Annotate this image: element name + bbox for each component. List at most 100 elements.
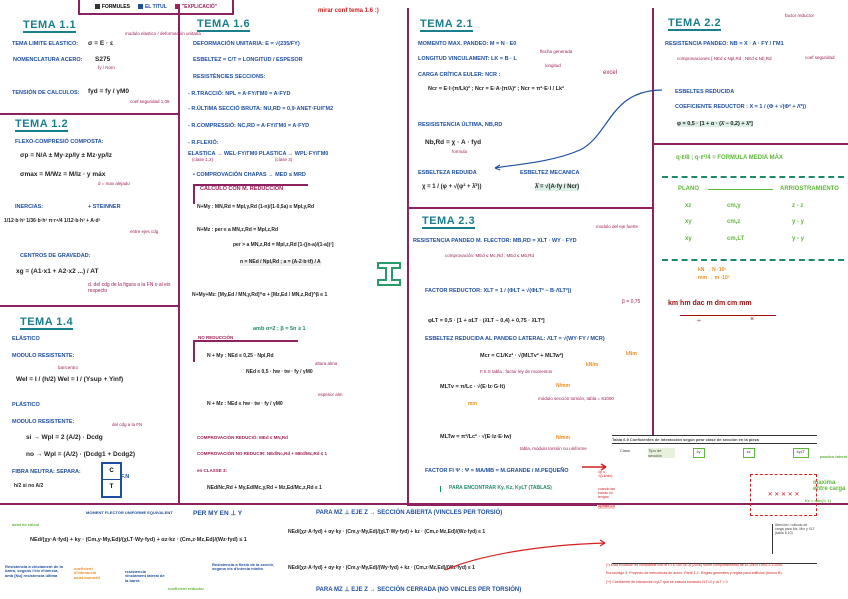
t12-label: CENTROS DE GRAVEDAD:: [20, 253, 91, 259]
t16-formula: per > a MN,z,Rd = Mpl,z,Rd [1-((n-a)/(1-…: [233, 242, 334, 248]
t12-formula: σmax = M/Wz = M/Iz · y máx: [20, 171, 106, 178]
t16-line: - R.ÚLTIMA SECCIÓ BRUTA: Nu,Rd = 0,9·Ane…: [188, 106, 334, 112]
t14-formula: h/2 si no A/2: [14, 483, 44, 489]
legend-label: "EXPLICACIÓ": [181, 3, 218, 10]
swatch-icon: [94, 3, 100, 9]
metric-scale: km hm dac m dm cm mm: [668, 300, 752, 307]
unit-conversion: kN → N ·10³: [698, 267, 727, 273]
interaction-equation: NEd/(χz·A·fyd) + αy·ky · (Cm,y·My,Ed)/(W…: [288, 565, 475, 571]
heading-tema-1-2: TEMA 1.2: [15, 118, 69, 133]
t16-formula: N+Mz : per ≤ a MN,z,Rd = Mpl,z,Rd: [197, 227, 279, 233]
t14-note: baricentro: [58, 365, 79, 370]
t23-note: módulo sección torsión, tabla = 81000: [538, 396, 614, 401]
eq-note: moment flector uniforme equivalent: [86, 510, 173, 515]
t21-line: MOMENTO MAX. PANDEO: M = N · e0: [418, 41, 517, 47]
t16-note: altura alma: [315, 361, 338, 366]
t14-formula: Wel = I / (h/2) Wel = I / (Ysup + Yinf): [16, 376, 124, 383]
scale-arrow: [680, 315, 776, 316]
divider: [662, 259, 844, 261]
interaction-equation: NEd/(χz·A·fyd) + αy·ky · (Cm,y·My,Ed)/(χ…: [288, 529, 486, 535]
t14-formula: no → Wpl = (A/2) · (Dcdg1 + Dcdg2): [26, 451, 136, 458]
t22-note: factor reductor: [785, 13, 815, 18]
table-header: Tipo de sección: [648, 448, 675, 458]
unit-note: N/mm: [556, 383, 570, 389]
table-annotation: maxima entre carga: [813, 480, 846, 493]
no-reduction-bracket: [193, 340, 298, 362]
t16-line: - R.FLEXIÓ:: [188, 140, 219, 146]
plane-label: PLANO: [678, 186, 699, 192]
t21-line: LONGITUD VINCULAMENT: Lk = β · L: [418, 56, 517, 62]
plane-cell: z - z: [792, 203, 804, 209]
t16-note: (clase 1,2): [192, 157, 214, 162]
t12-label: + STEINNER: [88, 204, 121, 210]
t16-check: COMPROVACIÓN NO REDUCIR: NEd/Nc,Rd + MEd…: [197, 451, 328, 456]
t12-note: d. del cdg de la figura a la FN o al eix…: [88, 282, 171, 294]
bottom-title: PER My EN ⊥ y: [193, 510, 243, 517]
t14-note: F.N: [121, 474, 130, 480]
t23-formula: Mcr = C1/Kz² · √(MLTv² + MLTw²): [480, 353, 564, 359]
heading-tema-1-1: TEMA 1.1: [23, 19, 77, 34]
divider: [0, 113, 178, 115]
table-annotation: Kz = min(1; 1): [805, 498, 832, 503]
divider: [652, 143, 848, 145]
swatch-icon: [137, 3, 143, 9]
plane-cell: cm,z: [727, 219, 741, 225]
plane-cell: y - y: [792, 236, 805, 242]
table-annotation: pandeo lateral: [820, 454, 848, 459]
t16-formula: N+My+Mz: [My,Ed / MN,y,Rd]^α + [Mz,Ed / …: [192, 292, 328, 298]
t14-label: ELÁSTICO: [12, 336, 40, 342]
unit-conversion: mm → m ·10³: [698, 275, 730, 281]
table-annotation: λ̄y max 1.0: [598, 504, 615, 509]
legend-item: EL TITUL: [137, 3, 167, 10]
t23-line: FACTOR FI Ψ : Ψ = Ma/Mb = m.grande / m.p…: [425, 468, 569, 474]
t21-line: RESISISTENCIA ÚLTIMA, Nb,Rd: [418, 122, 503, 128]
divider: [0, 305, 178, 307]
t22-label: ESBELTES REDUCIDA: [675, 89, 735, 95]
t22-formula: φ = 0,5 · [1 + α · (λ̄ − 0,2) + λ̄²]: [677, 121, 753, 128]
t21-formula: λ̄ = √(A·fy / Ncr): [535, 184, 580, 191]
t16-formula: amb α=2 ; β = 5n ≥ 1: [253, 326, 306, 332]
t14-formula: si → Wpl = 2 (A/2) · Dcdg: [26, 434, 103, 441]
table-annotation: cuando las barras no tengan: [598, 487, 615, 499]
divider: [652, 8, 654, 436]
t14-label: MODULO RESISTENTE:: [12, 419, 75, 425]
t21-line: CARGA CRÍTICA EULER: Ncr :: [418, 72, 501, 78]
t11-label: TENSIÓN DE CALCULOS:: [12, 90, 80, 96]
t16-line: - R.COMPRESSIÓ: Nc,Rd = A·fy/γM0 = A·fyd: [188, 123, 310, 129]
table-annotation: λ̄y ≤ √(Lk/dz): [598, 469, 613, 479]
plane-cell: y - y: [792, 219, 805, 225]
legend-label: FORMULES: [101, 3, 130, 10]
t16-note: (clase 3): [275, 157, 293, 162]
t12-note: d = max alejado: [98, 181, 130, 186]
divider: [178, 8, 180, 503]
swatch-icon: [174, 3, 180, 9]
t12-formula: σp = N/A ± My·zp/Iy ± Mz·yp/Iz: [20, 152, 113, 159]
t23-tables-note: PARA ENCONTRAR Ky, Kz, KyLT (TABLAS): [440, 485, 552, 492]
t21-note: longitud: [545, 63, 561, 68]
heading-tema-1-4: TEMA 1.4: [20, 316, 74, 331]
t11-label: TEMA LIMITE ELASTICO:: [12, 41, 79, 47]
t11-formula: σ = E · ε: [88, 40, 114, 47]
max-moment-formula: q·ℓ/8 ; q·ℓ²/4 = FORMULA MEDIA MÀX: [676, 155, 783, 161]
t12-label: FLEXO-COMPRESIÓ COMPOSTA:: [15, 139, 104, 145]
t16-subheading: CALCULO CON M. REDUCCIÓN: [200, 186, 284, 192]
t11-note: modulo elastico / deformación unitaria: [125, 31, 201, 36]
table-header: ky: [692, 448, 705, 458]
t16-formula: N + Mz : NEd ≤ hw · tw · fy / γM0: [207, 401, 283, 407]
t16-formula: N+My : MN,Rd = Mpl,y,Rd (1-n)/(1-0,5a) ≤…: [197, 204, 315, 210]
t21-note: formula: [452, 149, 468, 154]
t14-label: FIBRA NEUTRA: separa:: [12, 469, 81, 475]
t23-note: modulo del eje fuerte: [596, 224, 639, 229]
t16-formula: NEd ≤ 0,5 · hw · tw · fy / γM0: [246, 369, 313, 375]
legend-item: "EXPLICACIÓ": [174, 3, 218, 10]
t22-line: COEFICIENTE REDUCTOR : χ = 1 / (φ + √(φ²…: [675, 104, 807, 110]
t16-line: DEFORMACIÓN UNITARIA: ε = √(235/fy): [193, 41, 300, 47]
eq-note: coeficient d'interacció axial-moment: [74, 566, 100, 580]
table-footnote: (*) Esta ecuación es compatible con el C…: [606, 563, 784, 567]
t16-check: en CLASSE 3:: [197, 468, 228, 473]
unit-note: kNm: [626, 351, 637, 357]
divider: [407, 8, 409, 503]
compression-zone: C: [103, 464, 120, 480]
t21-label: ESBELTEZ MECANICA: [520, 170, 580, 176]
divider: [407, 504, 597, 506]
